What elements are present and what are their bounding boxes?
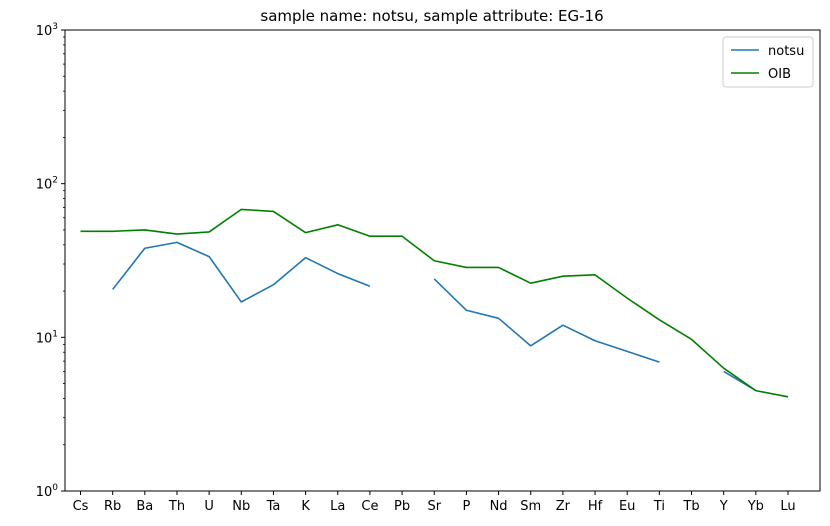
x-tick-label: Tb <box>682 499 699 514</box>
y-tick-label: 102 <box>36 176 58 193</box>
chart-title: sample name: notsu, sample attribute: EG… <box>260 7 603 25</box>
legend-label: OIB <box>768 67 791 82</box>
x-tick-label: Zr <box>556 499 571 514</box>
x-tick-label: Hf <box>588 499 603 514</box>
legend: notsu OIB <box>722 36 814 88</box>
x-tick-label: Th <box>168 499 185 514</box>
x-tick-label: Ti <box>653 499 665 514</box>
series-layer <box>80 208 789 398</box>
x-tick-label: Eu <box>619 499 635 514</box>
y-tick-label: 103 <box>36 22 58 39</box>
x-tick-label: Rb <box>104 499 121 514</box>
y-tick-label: 101 <box>36 329 58 346</box>
y-axis: 100 101 102 103 <box>36 22 65 500</box>
x-tick-label: Ba <box>136 499 153 514</box>
series-line-notsu <box>112 241 371 303</box>
series-line-notsu <box>433 278 660 363</box>
x-tick-label: Yb <box>747 499 764 514</box>
x-tick-label: Y <box>719 499 728 514</box>
x-tick-label: La <box>330 499 345 514</box>
legend-label: notsu <box>768 44 804 59</box>
x-tick-label: Cs <box>73 499 89 514</box>
x-axis: Cs Rb Ba Th U Nb Ta K La Ce Pb Sr P Nd Sm Zr Hf Eu Ti Tb Y Yb… <box>73 491 796 514</box>
x-tick-label: Sm <box>520 499 541 514</box>
x-tick-label: K <box>301 499 310 514</box>
x-tick-label: Ce <box>361 499 378 514</box>
y-tick-label: 100 <box>36 483 59 500</box>
x-tick-label: P <box>462 499 470 514</box>
x-tick-label: Ta <box>266 499 281 514</box>
series-line-oib <box>80 208 789 398</box>
x-tick-label: Nb <box>232 499 250 514</box>
x-tick-label: Sr <box>427 499 441 514</box>
x-tick-label: Pb <box>394 499 410 514</box>
x-tick-label: Lu <box>780 499 795 514</box>
x-tick-label: Nd <box>490 499 508 514</box>
x-tick-label: U <box>204 499 214 514</box>
plot-area <box>64 29 821 492</box>
